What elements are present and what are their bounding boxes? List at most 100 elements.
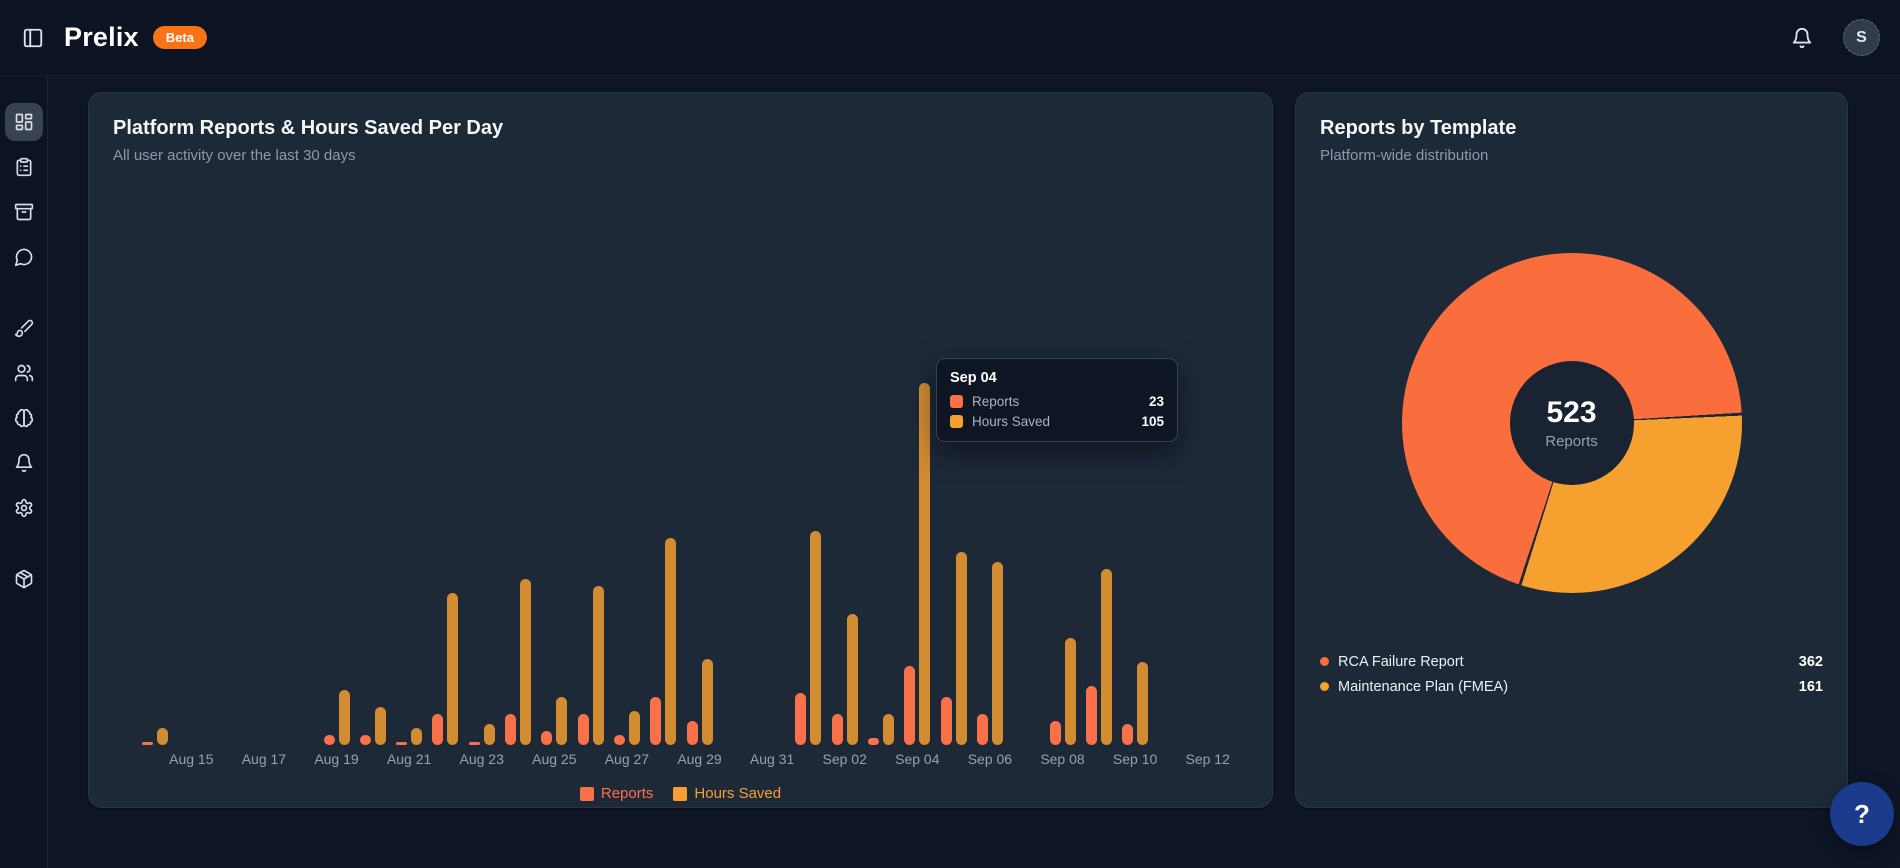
bar-reports-aug-29[interactable] [686,720,698,745]
reports-swatch [579,786,594,801]
clipboard-list-icon [15,157,31,177]
bell-icon [15,453,32,473]
x-tick-aug-31: Aug 31 [749,751,795,767]
x-tick-aug-19: Aug 19 [314,751,359,767]
bar-hours-saved-sep-01[interactable] [810,531,822,745]
sidebar-toggle-button[interactable] [18,23,48,53]
sidebar-item-dashboard[interactable] [4,103,43,141]
notifications-button[interactable] [1787,23,1817,53]
donut-legend: RCA Failure Report 362 Maintenance Plan … [1320,649,1823,699]
x-tick-aug-17: Aug 17 [241,751,287,767]
app-title: Prelix [64,22,139,52]
app-header: Prelix Beta S [0,0,1900,76]
tooltip-hours-label: Hours Saved [972,414,1051,429]
bar-hours-saved-aug-29[interactable] [701,658,713,745]
bar-card-title: Platform Reports & Hours Saved Per Day [113,117,504,139]
sidebar-item-notifications[interactable] [5,444,43,482]
bar-reports-sep-02[interactable] [831,713,843,745]
donut-card-title: Reports by Template [1320,117,1517,139]
bar-reports-aug-26[interactable] [577,713,589,745]
bar-hours-saved-aug-28[interactable] [665,538,677,745]
bar-hours-saved-aug-20[interactable] [374,707,386,745]
panel-left-icon [23,28,43,47]
donut-total-label: Reports [1545,433,1598,450]
bar-hours-saved-aug-24[interactable] [520,579,531,745]
bar-reports-aug-24[interactable] [505,713,516,745]
donut-legend-row-fmea: Maintenance Plan (FMEA) 161 [1320,674,1823,699]
bar-reports-sep-04[interactable] [904,665,916,745]
brain-icon [14,408,33,428]
bar-plot [113,181,1250,745]
bar-hours-saved-aug-25[interactable] [556,696,568,745]
sidebar-item-chat[interactable] [5,238,43,276]
paintbrush-icon [14,319,33,338]
sidebar-item-archive[interactable] [5,193,43,231]
x-tick-aug-25: Aug 25 [532,751,577,767]
archive-icon [14,203,33,221]
dashboard-icon [15,113,32,131]
bar-hours-saved-sep-06[interactable] [991,562,1003,745]
bar-hours-saved-aug-14[interactable] [157,727,168,745]
donut-card-subtitle: Platform-wide distribution [1320,147,1489,164]
sidebar-item-package[interactable] [5,560,43,598]
bar-chart-legend: Reports Hours Saved [89,785,1272,802]
help-button[interactable]: ? [1830,782,1894,846]
bar-hours-saved-aug-21[interactable] [411,727,423,745]
tooltip-hours-value: 105 [1141,414,1164,429]
rca-label: RCA Failure Report [1338,653,1464,670]
bar-reports-aug-19[interactable] [323,734,335,745]
bar-reports-aug-27[interactable] [613,734,625,745]
tooltip-row-reports: Reports 23 [950,394,1164,409]
bar-reports-sep-03[interactable] [868,738,879,745]
bar-reports-sep-10[interactable] [1122,724,1134,745]
bar-hours-saved-sep-04[interactable] [919,382,931,745]
sidebar-item-reports[interactable] [5,148,43,186]
x-tick-sep-02: Sep 02 [822,751,867,767]
bar-hours-saved-sep-03[interactable] [883,713,894,745]
fmea-value: 161 [1798,678,1823,695]
bar-reports-aug-20[interactable] [359,734,371,745]
bar-hours-saved-aug-26[interactable] [592,586,604,745]
tooltip-reports-label: Reports [972,394,1020,409]
bar-hours-saved-sep-05[interactable] [955,551,967,745]
bar-hours-saved-aug-23[interactable] [483,724,495,745]
hours-saved-swatch [673,786,688,801]
x-tick-aug-27: Aug 27 [604,751,650,767]
message-circle-icon [14,248,32,267]
bar-reports-aug-28[interactable] [650,696,662,745]
legend-label-hours-saved: Hours Saved [694,785,782,802]
bar-hours-saved-sep-10[interactable] [1137,662,1149,745]
bar-reports-aug-22[interactable] [432,713,444,745]
sidebar-item-users[interactable] [5,354,43,392]
bar-hours-saved-sep-09[interactable] [1100,569,1112,745]
rca-dot [1320,657,1329,666]
bar-hours-saved-sep-08[interactable] [1064,638,1076,745]
x-tick-aug-15: Aug 15 [169,751,214,767]
bar-reports-sep-09[interactable] [1085,686,1097,745]
bar-reports-aug-21[interactable] [396,741,408,745]
user-avatar[interactable]: S [1843,19,1880,56]
legend-item-reports: Reports [579,785,653,802]
bar-reports-aug-14[interactable] [142,741,153,745]
bell-icon [1792,27,1812,48]
bar-hours-saved-sep-02[interactable] [846,613,858,745]
sidebar-item-brain[interactable] [5,399,43,437]
sidebar [0,76,48,868]
bar-reports-aug-23[interactable] [468,741,480,745]
fmea-label: Maintenance Plan (FMEA) [1338,678,1509,695]
sidebar-item-settings[interactable] [5,489,43,527]
bar-hours-saved-aug-27[interactable] [628,710,640,745]
bar-reports-sep-06[interactable] [976,713,988,745]
bar-reports-aug-25[interactable] [541,731,553,745]
bar-hours-saved-aug-22[interactable] [447,593,459,745]
chart-tooltip: Sep 04 Reports 23 Hours Saved 105 [936,358,1178,442]
donut-total-value: 523 [1546,396,1597,429]
x-tick-aug-23: Aug 23 [459,751,504,767]
tooltip-row-hours-saved: Hours Saved 105 [950,414,1164,429]
x-tick-aug-21: Aug 21 [386,751,432,767]
bar-reports-sep-08[interactable] [1049,720,1061,745]
bar-reports-sep-01[interactable] [795,693,807,745]
sidebar-item-brush[interactable] [5,309,43,347]
bar-reports-sep-05[interactable] [940,696,952,745]
bar-hours-saved-aug-19[interactable] [338,689,350,745]
